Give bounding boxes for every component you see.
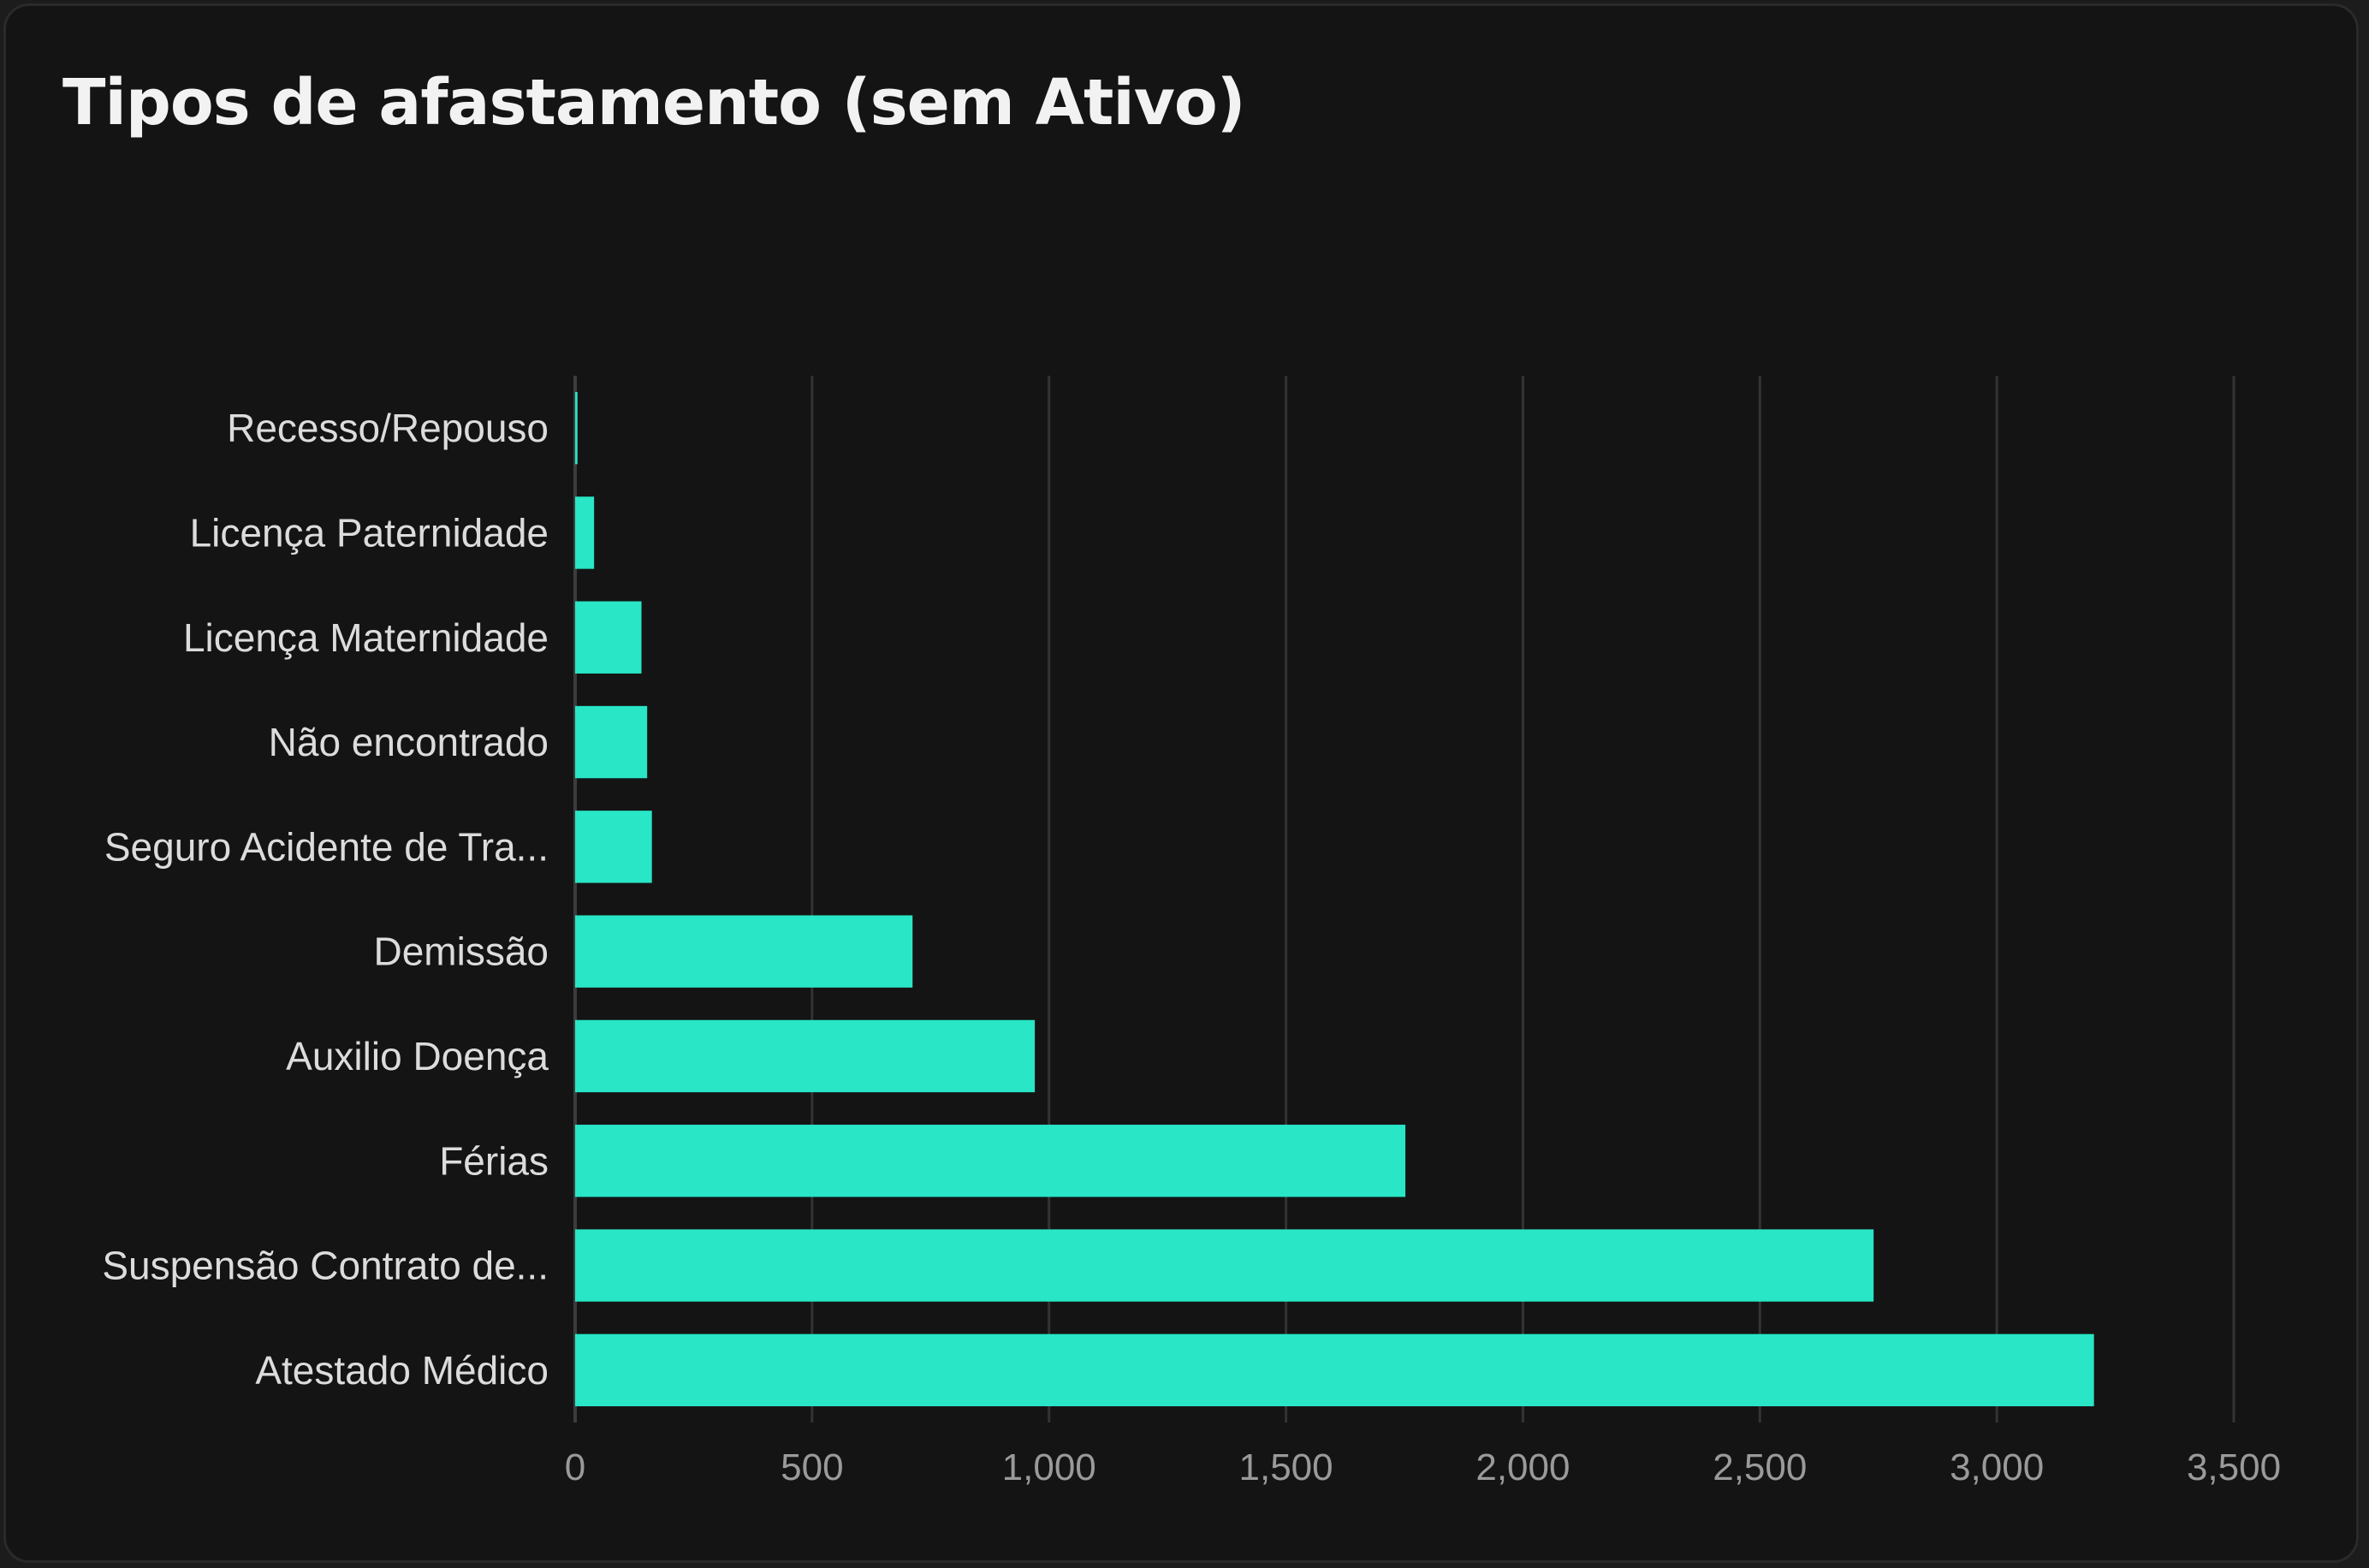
category-label: Auxilio Doença <box>286 1034 549 1078</box>
category-label: Seguro Acidente de Tra... <box>104 824 549 869</box>
x-tick-label: 1,000 <box>1002 1446 1096 1488</box>
category-label: Demissão <box>373 930 549 974</box>
x-tick-label: 500 <box>781 1446 843 1488</box>
x-tick-label: 2,500 <box>1713 1446 1807 1488</box>
x-tick-label: 0 <box>565 1446 585 1488</box>
x-tick-label: 1,500 <box>1239 1446 1333 1488</box>
bar[interactable] <box>575 1229 1874 1302</box>
category-label: Suspensão Contrato de... <box>102 1244 549 1288</box>
x-tick-label: 3,000 <box>1950 1446 2044 1488</box>
bar[interactable] <box>575 1125 1406 1197</box>
chart-card: Tipos de afastamento (sem Ativo) Recesso… <box>3 3 2359 1563</box>
bar[interactable] <box>575 496 595 569</box>
category-label: Férias <box>439 1138 549 1183</box>
bar[interactable] <box>575 915 913 988</box>
bar[interactable] <box>575 391 578 465</box>
bar[interactable] <box>575 705 648 779</box>
x-tick-label: 3,500 <box>2187 1446 2281 1488</box>
chart-title: Tipos de afastamento (sem Ativo) <box>62 66 1246 140</box>
x-tick-label: 2,000 <box>1475 1446 1570 1488</box>
bar[interactable] <box>575 1019 1036 1093</box>
category-label: Recesso/Repouso <box>227 406 549 450</box>
category-label: Licença Paternidade <box>190 510 549 555</box>
bar[interactable] <box>575 601 642 674</box>
category-label: Não encontrado <box>269 720 549 764</box>
category-label: Atestado Médico <box>255 1348 549 1393</box>
bar[interactable] <box>575 811 652 883</box>
bar[interactable] <box>575 1333 2094 1407</box>
category-label: Licença Maternidade <box>183 615 549 660</box>
bar-chart: Recesso/Repouso Licença Paternidade Licenç… <box>102 376 2281 1488</box>
